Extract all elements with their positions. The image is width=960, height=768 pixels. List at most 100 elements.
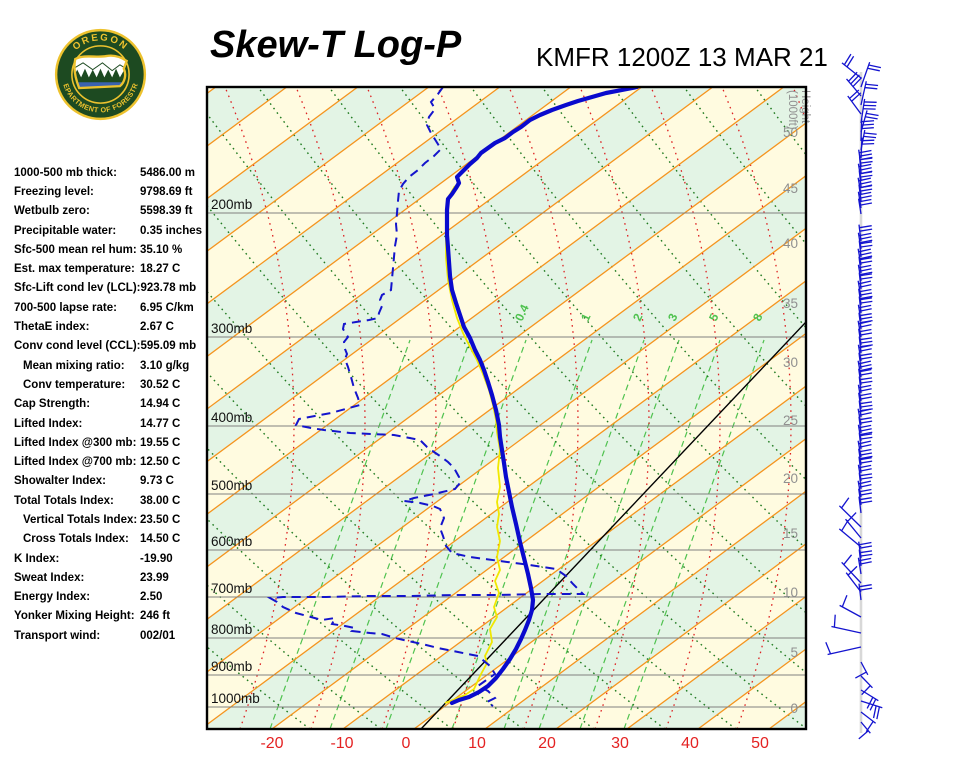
wind-barb	[858, 448, 873, 466]
wind-barb	[858, 496, 873, 514]
isotherm-line	[207, 87, 572, 358]
wind-barb-tick	[859, 337, 873, 341]
stat-row: Wetbulb zero: 5598.39 ft	[14, 202, 214, 221]
mixing-ratio-label: 0.4	[512, 302, 532, 323]
dry-adiabat-line	[470, 87, 806, 481]
wind-barb-stem	[841, 62, 862, 79]
wind-barb	[838, 519, 862, 548]
stat-value: 14.77 C	[140, 417, 181, 430]
stat-value: 18.27 C	[140, 263, 181, 276]
isotherm-line	[207, 87, 714, 463]
stat-value: -19.90	[140, 552, 173, 565]
mixing-ratio-line	[579, 339, 721, 729]
wind-barb	[839, 594, 862, 618]
wind-barb-tick	[858, 280, 872, 285]
pressure-label: 700mb	[211, 581, 252, 596]
wind-barb-tick	[859, 257, 872, 261]
wind-barb-tick	[859, 153, 873, 157]
wind-barb-tick	[858, 424, 872, 429]
mixing-ratio-line	[503, 339, 645, 729]
wind-barb-tick	[859, 195, 872, 199]
isotherm-line	[207, 227, 806, 673]
dry-adiabat-line	[399, 87, 806, 550]
height-label: 15	[783, 526, 798, 541]
height-label: 40	[783, 236, 798, 251]
wind-barb-tick	[859, 236, 872, 240]
isotherm-line	[207, 280, 806, 726]
wind-barb	[858, 272, 873, 290]
pressure-label: 1000mb	[211, 691, 260, 706]
wind-barb	[860, 81, 879, 106]
mixing-ratio-line	[385, 339, 527, 729]
wind-barb-tick	[841, 519, 849, 532]
wind-barb	[858, 583, 873, 601]
stat-row: Est. max temperature: 18.27 C	[14, 259, 214, 278]
wind-barb-tick	[859, 460, 873, 464]
wind-barb-tick	[872, 705, 877, 719]
wind-barb-stem	[860, 61, 871, 88]
stat-row: K Index: -19.90	[14, 549, 214, 568]
wind-barb-tick	[859, 392, 872, 397]
wind-barb-tick	[843, 53, 852, 66]
wind-barb-tick	[858, 384, 872, 389]
height-label: 25	[783, 413, 798, 428]
wind-barb-tick	[858, 480, 872, 485]
stat-label: Sweat Index:	[14, 571, 85, 584]
wind-barb-tick	[861, 123, 874, 126]
wind-barb-tick	[859, 372, 873, 376]
dry-adiabat-line	[612, 87, 806, 329]
wind-barb-tick	[858, 191, 872, 196]
stat-label: Freezing level:	[14, 185, 94, 198]
wind-barb-stem	[839, 604, 862, 618]
wind-barb-tick	[859, 492, 873, 496]
stat-row: Sweat Index: 23.99	[14, 568, 214, 587]
height-label: 20	[783, 471, 798, 486]
stat-value: 9.73 C	[140, 475, 174, 488]
wind-barb-tick	[859, 225, 872, 229]
stat-row: Transport wind: 002/01	[14, 626, 214, 645]
wind-barb-stem	[847, 95, 862, 115]
dry-adiabat-line	[897, 87, 960, 729]
wind-barb-tick	[851, 92, 862, 102]
stat-label: Transport wind:	[14, 629, 101, 642]
wind-barb-tick	[859, 428, 872, 432]
stat-label: 1000-500 mb thick:	[14, 166, 117, 179]
stat-row: Showalter Index: 9.73 C	[14, 472, 214, 491]
wind-barb-tick	[841, 497, 850, 509]
wind-barb-tick	[863, 108, 876, 110]
wind-barb	[860, 118, 875, 142]
stat-value: 30.52 C	[140, 378, 181, 391]
stat-label: Conv temperature:	[23, 378, 126, 391]
wind-barb-tick	[859, 271, 873, 276]
wind-barb	[846, 71, 863, 97]
stat-row: Precipitable water: 0.35 inches	[14, 221, 214, 240]
wind-barb-tick	[861, 685, 871, 696]
dry-adiabat-line	[328, 87, 806, 614]
stat-label: Total Totals Index:	[14, 494, 114, 507]
wind-barb-tick	[859, 292, 873, 296]
wind-barb-tick	[859, 251, 872, 256]
stat-value: 002/01	[140, 629, 176, 642]
pressure-label: 900mb	[211, 659, 252, 674]
height-label: 30	[783, 355, 798, 370]
height-label: 10	[783, 585, 798, 600]
wind-barb-tick	[858, 177, 872, 182]
wind-barb	[845, 565, 862, 593]
mixing-ratio-line	[538, 339, 680, 729]
stat-value: 19.55 C	[140, 436, 181, 449]
wind-barb-tick	[846, 55, 855, 68]
wind-barb-stem	[860, 675, 873, 689]
isotherm-line	[207, 122, 806, 568]
wind-barb-tick	[861, 120, 875, 123]
wind-barb	[857, 424, 873, 442]
wind-barb-tick	[858, 730, 869, 740]
wind-barb	[857, 280, 872, 298]
wind-barb-stem	[860, 118, 863, 142]
wind-barb-tick	[859, 380, 873, 384]
wind-barb-tick	[849, 89, 860, 99]
wind-barb-stem	[831, 625, 862, 634]
wind-barb	[857, 344, 872, 362]
wind-barb-tick	[855, 671, 867, 679]
isotherm-line	[626, 595, 806, 729]
wind-barb-tick	[865, 116, 878, 120]
